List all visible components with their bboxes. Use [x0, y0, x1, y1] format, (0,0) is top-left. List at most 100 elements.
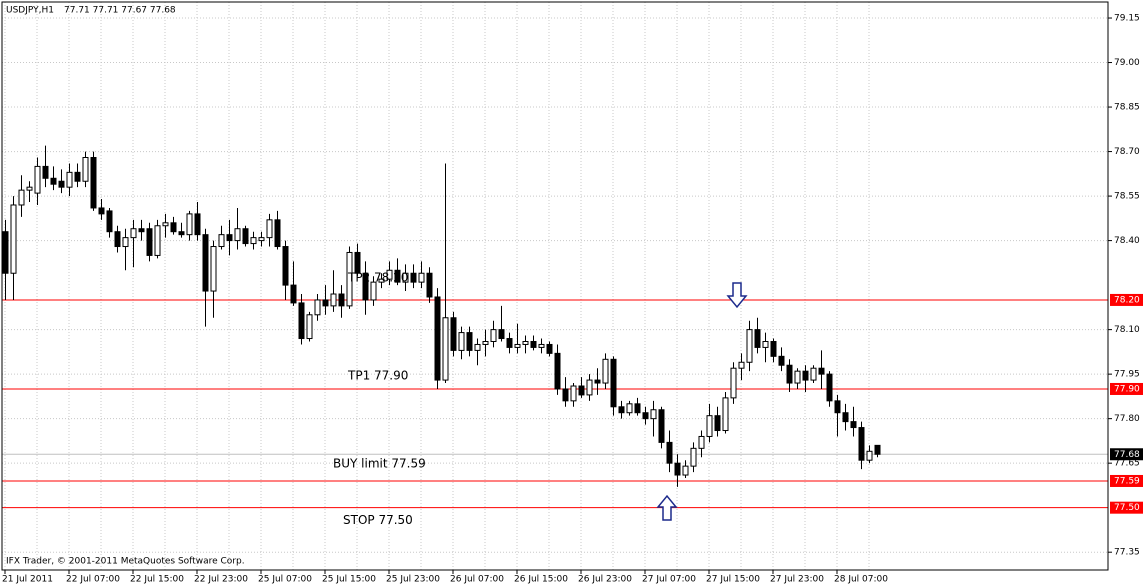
candle-body — [586, 379, 593, 396]
candle-body — [2, 231, 9, 274]
candle-body — [34, 165, 41, 194]
candle-body — [722, 397, 729, 432]
candle-body — [578, 385, 585, 396]
candle-body — [370, 281, 377, 301]
candle-body — [42, 165, 49, 179]
candle-body — [706, 415, 713, 437]
up-arrow — [656, 494, 678, 521]
watermark: IFX Trader, © 2001-2011 MetaQuotes Softw… — [6, 557, 245, 567]
candle-body — [874, 444, 881, 455]
candle-body — [58, 180, 65, 188]
candle-body — [650, 409, 657, 420]
candle-body — [130, 228, 137, 239]
level-text: TP1 77.90 — [347, 368, 408, 382]
candle-body — [234, 228, 241, 242]
candle-body — [18, 189, 25, 206]
candle-body — [322, 299, 329, 307]
candle-body — [842, 412, 849, 423]
candle-body — [514, 343, 521, 348]
candle-body — [386, 269, 393, 280]
candle-body — [490, 329, 497, 342]
candle-body — [826, 373, 833, 402]
candle-body — [10, 204, 17, 274]
candle-body — [338, 293, 345, 307]
candle-body — [98, 207, 105, 215]
x-tick-label: 26 Jul 15:00 — [514, 575, 568, 585]
candle-body — [426, 272, 433, 298]
candle-body — [850, 421, 857, 429]
candle-body — [738, 361, 745, 369]
candle-body — [498, 329, 505, 340]
candle-body — [714, 415, 721, 432]
candle-body — [770, 340, 777, 357]
candle-body — [242, 228, 249, 245]
candle-body — [282, 246, 289, 286]
candle-body — [154, 225, 161, 256]
candle-body — [410, 272, 417, 283]
candle-body — [482, 340, 489, 345]
candle-body — [170, 222, 177, 233]
candle-body — [762, 340, 769, 348]
candle-body — [138, 228, 145, 233]
candle-body — [402, 272, 409, 283]
y-tick-label: 79.00 — [1114, 58, 1140, 68]
candle-body — [330, 293, 337, 307]
candle-body — [74, 171, 81, 182]
y-tick-label: 77.80 — [1114, 414, 1140, 424]
candle-body — [610, 358, 617, 408]
candle-body — [394, 269, 401, 283]
candle-body — [634, 403, 641, 414]
level-text: TP2 78.20 — [347, 270, 408, 284]
candle-body — [538, 343, 545, 348]
candle-body — [618, 406, 625, 414]
candle-body — [450, 317, 457, 351]
level-price-box — [1110, 501, 1143, 514]
x-tick-label: 22 Jul 23:00 — [194, 575, 248, 585]
candle-body — [698, 435, 705, 449]
candle-body — [418, 272, 425, 283]
candle-body — [522, 340, 529, 345]
level-price-label: 77.59 — [1114, 476, 1140, 486]
x-tick-label: 26 Jul 23:00 — [578, 575, 632, 585]
candle-body — [346, 251, 353, 307]
candle-body — [746, 329, 753, 363]
candle-body — [202, 234, 209, 292]
candle-body — [658, 409, 665, 443]
candle-body — [218, 234, 225, 248]
candle-body — [458, 332, 465, 351]
candle-body — [506, 338, 513, 348]
candle-body — [362, 272, 369, 301]
candle-body — [162, 222, 169, 227]
candle-body — [562, 388, 569, 402]
candle-body — [90, 157, 97, 209]
candle-body — [466, 332, 473, 351]
candle-body — [602, 358, 609, 384]
down-arrow — [726, 282, 748, 309]
candle-body — [594, 379, 601, 384]
candle-body — [354, 251, 361, 274]
candle-body — [642, 412, 649, 420]
candle-body — [82, 157, 89, 182]
candle-body — [802, 370, 809, 381]
grid — [2, 2, 1108, 570]
candle-body — [570, 385, 577, 402]
level-text: STOP 77.50 — [343, 513, 413, 527]
x-tick-label: 25 Jul 07:00 — [258, 575, 312, 585]
y-tick-label: 79.15 — [1114, 14, 1140, 24]
level-text: BUY limit 77.59 — [333, 456, 426, 470]
candle-body — [298, 302, 305, 340]
candle-body — [122, 237, 129, 248]
level-price-label: 77.50 — [1114, 503, 1140, 513]
candles — [2, 145, 881, 487]
candle-body — [810, 367, 817, 381]
candle-body — [186, 213, 193, 236]
candle-body — [754, 329, 761, 348]
candle-body — [306, 314, 313, 340]
candle-body — [778, 355, 785, 366]
chart-ohlc: 77.71 77.71 77.67 77.68 — [64, 6, 176, 16]
level-price-label: 78.20 — [1114, 295, 1140, 305]
candle-body — [146, 228, 153, 256]
level-price-box — [1110, 448, 1143, 461]
